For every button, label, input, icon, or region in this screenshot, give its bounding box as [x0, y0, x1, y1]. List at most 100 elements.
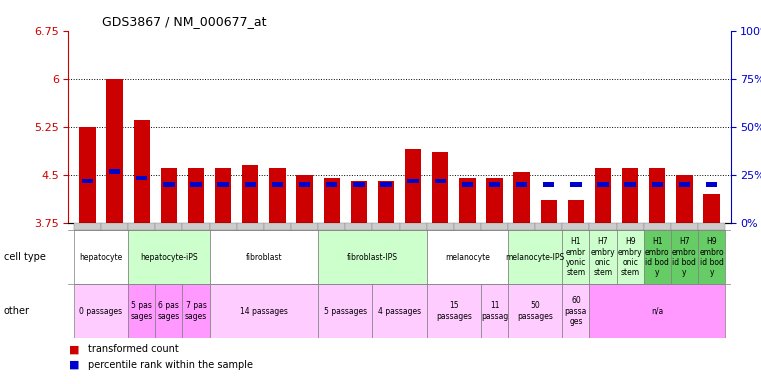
FancyBboxPatch shape	[508, 223, 535, 230]
Bar	[405, 149, 422, 223]
Text: melanocyte-IPS: melanocyte-IPS	[505, 253, 565, 262]
Text: 0 passages: 0 passages	[79, 306, 123, 316]
FancyBboxPatch shape	[209, 230, 318, 284]
FancyBboxPatch shape	[698, 230, 725, 284]
FancyBboxPatch shape	[128, 223, 155, 230]
FancyBboxPatch shape	[209, 223, 237, 230]
Text: 50
passages: 50 passages	[517, 301, 553, 321]
Text: percentile rank within the sample: percentile rank within the sample	[88, 360, 253, 370]
Text: 60
passa
ges: 60 passa ges	[565, 296, 587, 326]
FancyBboxPatch shape	[155, 223, 183, 230]
FancyBboxPatch shape	[318, 230, 427, 284]
Bar	[244, 182, 256, 187]
Text: GDS3867 / NM_000677_at: GDS3867 / NM_000677_at	[101, 15, 266, 28]
Bar	[353, 182, 365, 187]
FancyBboxPatch shape	[318, 223, 345, 230]
Bar	[163, 182, 174, 187]
Bar	[351, 181, 367, 223]
Text: cell type: cell type	[4, 252, 46, 262]
Text: other: other	[4, 306, 30, 316]
FancyBboxPatch shape	[372, 223, 400, 230]
Bar	[297, 175, 313, 223]
Bar	[218, 182, 229, 187]
Text: hepatocyte: hepatocyte	[79, 253, 123, 262]
FancyBboxPatch shape	[562, 223, 590, 230]
Bar	[570, 182, 581, 187]
Bar	[514, 172, 530, 223]
Bar	[568, 200, 584, 223]
Bar	[190, 182, 202, 187]
FancyBboxPatch shape	[481, 284, 508, 338]
Bar	[597, 182, 609, 187]
FancyBboxPatch shape	[318, 284, 372, 338]
Bar	[299, 182, 310, 187]
Bar	[459, 178, 476, 223]
FancyBboxPatch shape	[183, 284, 209, 338]
FancyBboxPatch shape	[427, 284, 481, 338]
Bar	[516, 182, 527, 187]
Text: ■: ■	[68, 344, 79, 354]
Text: H9
embro
id bod
y: H9 embro id bod y	[699, 237, 724, 277]
FancyBboxPatch shape	[128, 284, 155, 338]
Bar	[380, 182, 392, 187]
FancyBboxPatch shape	[74, 230, 128, 284]
FancyBboxPatch shape	[508, 284, 562, 338]
FancyBboxPatch shape	[671, 223, 698, 230]
Bar	[486, 178, 502, 223]
FancyBboxPatch shape	[264, 223, 291, 230]
Text: H1
embro
id bod
y: H1 embro id bod y	[645, 237, 670, 277]
Bar	[326, 182, 337, 187]
FancyBboxPatch shape	[616, 223, 644, 230]
Bar	[269, 168, 285, 223]
FancyBboxPatch shape	[237, 223, 264, 230]
Bar	[462, 182, 473, 187]
FancyBboxPatch shape	[209, 284, 318, 338]
Text: ■: ■	[68, 360, 79, 370]
Bar	[679, 182, 690, 187]
Bar	[109, 169, 120, 174]
Text: fibroblast: fibroblast	[246, 253, 282, 262]
Bar	[649, 168, 665, 223]
Text: 15
passages: 15 passages	[436, 301, 472, 321]
FancyBboxPatch shape	[644, 230, 671, 284]
Bar	[595, 168, 611, 223]
Bar	[81, 179, 93, 184]
Text: 6 pas
sages: 6 pas sages	[158, 301, 180, 321]
Bar	[377, 181, 394, 223]
FancyBboxPatch shape	[671, 230, 698, 284]
Bar	[407, 179, 419, 184]
Bar	[489, 182, 500, 187]
Text: fibroblast-IPS: fibroblast-IPS	[347, 253, 398, 262]
Bar	[622, 168, 638, 223]
FancyBboxPatch shape	[74, 223, 101, 230]
Bar	[136, 176, 148, 180]
Bar	[188, 168, 204, 223]
FancyBboxPatch shape	[562, 230, 590, 284]
FancyBboxPatch shape	[101, 223, 128, 230]
Text: melanocyte: melanocyte	[445, 253, 490, 262]
Text: n/a: n/a	[651, 306, 664, 316]
FancyBboxPatch shape	[616, 230, 644, 284]
FancyBboxPatch shape	[590, 223, 616, 230]
FancyBboxPatch shape	[535, 223, 562, 230]
FancyBboxPatch shape	[644, 223, 671, 230]
FancyBboxPatch shape	[562, 284, 590, 338]
Bar	[703, 194, 720, 223]
Bar	[432, 152, 448, 223]
Text: H7
embro
id bod
y: H7 embro id bod y	[672, 237, 697, 277]
FancyBboxPatch shape	[454, 223, 481, 230]
Bar	[625, 182, 636, 187]
Text: H9
embry
onic
stem: H9 embry onic stem	[618, 237, 642, 277]
Bar	[651, 182, 663, 187]
Text: 14 passages: 14 passages	[240, 306, 288, 316]
FancyBboxPatch shape	[183, 223, 209, 230]
FancyBboxPatch shape	[74, 284, 128, 338]
Bar	[677, 175, 693, 223]
Text: 7 pas
sages: 7 pas sages	[185, 301, 207, 321]
Bar	[540, 200, 557, 223]
FancyBboxPatch shape	[345, 223, 372, 230]
FancyBboxPatch shape	[400, 223, 427, 230]
Bar	[242, 165, 259, 223]
Text: 4 passages: 4 passages	[378, 306, 421, 316]
FancyBboxPatch shape	[291, 223, 318, 230]
